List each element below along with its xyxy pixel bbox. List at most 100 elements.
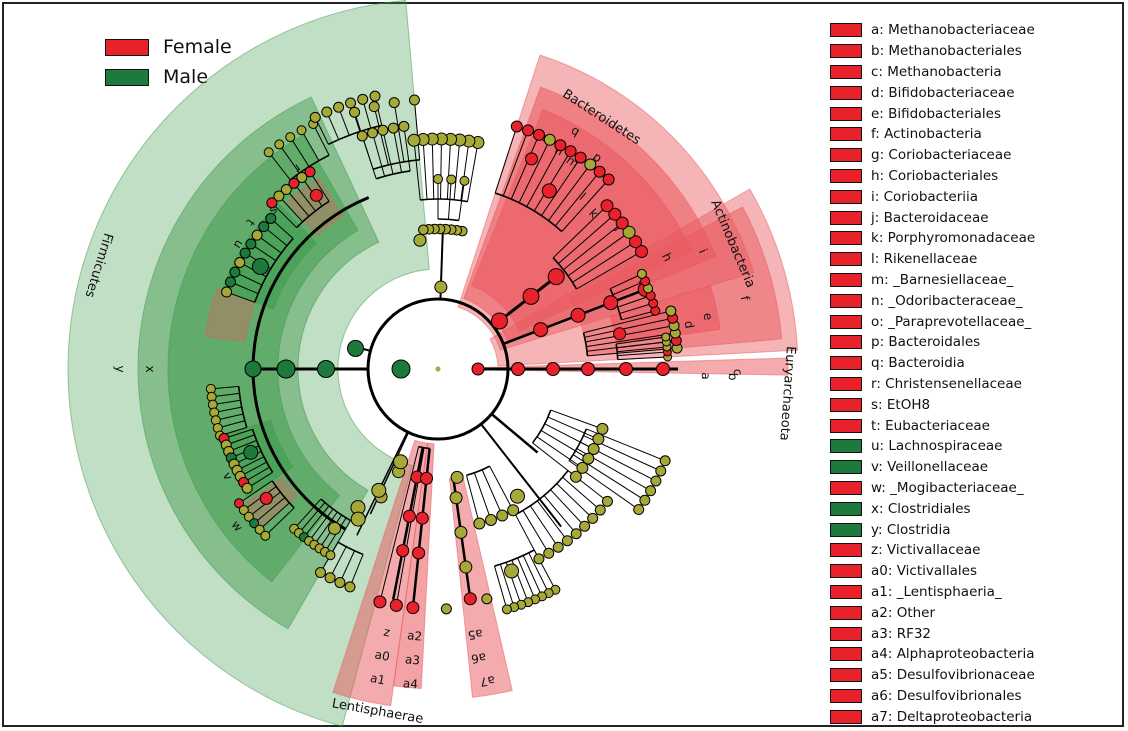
key-swatch: [830, 480, 862, 495]
tree-node: [276, 359, 296, 379]
tree-edges: [210, 96, 678, 610]
tree-node: [398, 120, 410, 132]
tree-edge: [289, 136, 310, 167]
tree-node: [369, 90, 381, 102]
tree-node: [259, 491, 273, 505]
key-item-j: j: Bacteroidaceae: [830, 207, 1120, 228]
tree-node: [633, 504, 645, 516]
tree-arc: [494, 549, 535, 567]
key-label: i: Coriobacteriia: [871, 188, 979, 205]
tree-node: [304, 166, 316, 178]
tree-node: [258, 221, 270, 233]
key-item-l: l: Rikenellaceae: [830, 249, 1120, 270]
key-swatch: [830, 231, 862, 246]
tree-edge: [372, 132, 386, 177]
key-swatch: [830, 314, 862, 329]
tree-node: [636, 268, 647, 279]
tree-node: [373, 595, 387, 609]
tree-node: [239, 247, 251, 259]
tree-node: [473, 517, 486, 530]
tree-edge: [453, 139, 461, 200]
tree-edge: [265, 507, 295, 537]
clade-label-a3: a3: [404, 652, 420, 667]
tree-node: [481, 593, 493, 605]
key-swatch: [830, 335, 862, 350]
tree-node: [402, 509, 416, 523]
tree-edge: [621, 310, 656, 321]
tree-edge: [517, 557, 536, 600]
tree-node: [251, 229, 263, 241]
tree-edge: [547, 416, 599, 440]
tree-node: [490, 312, 508, 330]
tree-node: [229, 266, 241, 278]
clade-label-f: f: [738, 295, 753, 303]
tree-edge: [528, 552, 550, 594]
key-label: b: Methanobacteriales: [871, 43, 1022, 60]
tree-node: [263, 147, 274, 158]
key-swatch: [830, 272, 862, 287]
key-item-c: c: Methanobacteria: [830, 62, 1120, 83]
key-swatch: [830, 709, 862, 724]
clade-label-d: d: [682, 320, 697, 330]
key-swatch: [830, 210, 862, 225]
tree-node: [665, 305, 677, 317]
tree-edge: [458, 180, 465, 221]
key-swatch: [830, 647, 862, 662]
key-label: a: Methanobacteriaceae: [871, 22, 1035, 39]
tree-node: [594, 504, 606, 516]
tree-edge: [585, 325, 675, 343]
root-node: [435, 366, 441, 372]
tree-edge: [567, 231, 630, 277]
sector-eubacteriaceae: [204, 287, 256, 343]
key-item-b: b: Methanobacteriales: [830, 41, 1120, 62]
key-item-n: n: _Odoribacteraceae_: [830, 290, 1120, 311]
key-item-t: t: Eubacteriaceae: [830, 415, 1120, 436]
tree-edge: [541, 157, 582, 216]
key-swatch: [830, 543, 862, 558]
tree-edge: [572, 241, 636, 283]
tree-node: [552, 541, 564, 553]
tree-edge: [554, 171, 601, 227]
tree-edge: [308, 508, 334, 542]
tree-node: [347, 339, 365, 357]
tree-node: [543, 547, 555, 559]
tree-node: [579, 520, 591, 532]
tree-node: [645, 485, 657, 497]
tree-node: [603, 295, 619, 311]
tree-node: [393, 454, 409, 470]
clade-label-b: b: [726, 373, 740, 381]
tree-node: [391, 359, 411, 379]
tree-edge: [460, 141, 470, 201]
key-swatch: [830, 584, 862, 599]
key-item-a3: a3: RF32: [830, 623, 1120, 644]
key-swatch: [830, 64, 862, 79]
tree-node: [357, 93, 369, 105]
tree-edge: [617, 351, 668, 357]
key-swatch: [830, 252, 862, 267]
tree-node: [350, 511, 366, 527]
key-swatch: [830, 605, 862, 620]
tree-node: [602, 173, 615, 186]
key-label: m: _Barnesiellaceae_: [871, 271, 1014, 288]
tree-edge: [309, 171, 330, 202]
tree-edge: [587, 347, 678, 357]
key-item-q: q: Bacteroidia: [830, 353, 1120, 374]
tree-node: [459, 175, 470, 186]
tree-node: [582, 452, 595, 465]
clade-label-a4: a4: [402, 676, 418, 691]
tree-edge: [556, 483, 594, 519]
key-item-s: s: EtOH8: [830, 394, 1120, 415]
tree-node: [266, 197, 278, 209]
tree-edge: [393, 102, 405, 162]
tree-edge: [584, 317, 673, 338]
tree-node: [285, 132, 296, 143]
legend-male-label: Male: [163, 66, 209, 88]
tree-node: [251, 258, 269, 275]
tree-node: [574, 151, 587, 164]
tree-node: [639, 494, 651, 506]
key-label: a0: Victivallales: [871, 563, 977, 580]
cladogram: onmpqlkjhigefdcbarstuyxvwza2a0a3a1a4a5a6…: [67, 0, 799, 727]
tree-node: [221, 286, 233, 298]
key-label: d: Bifidobacteriaceae: [871, 84, 1015, 101]
tree-node: [296, 125, 307, 136]
